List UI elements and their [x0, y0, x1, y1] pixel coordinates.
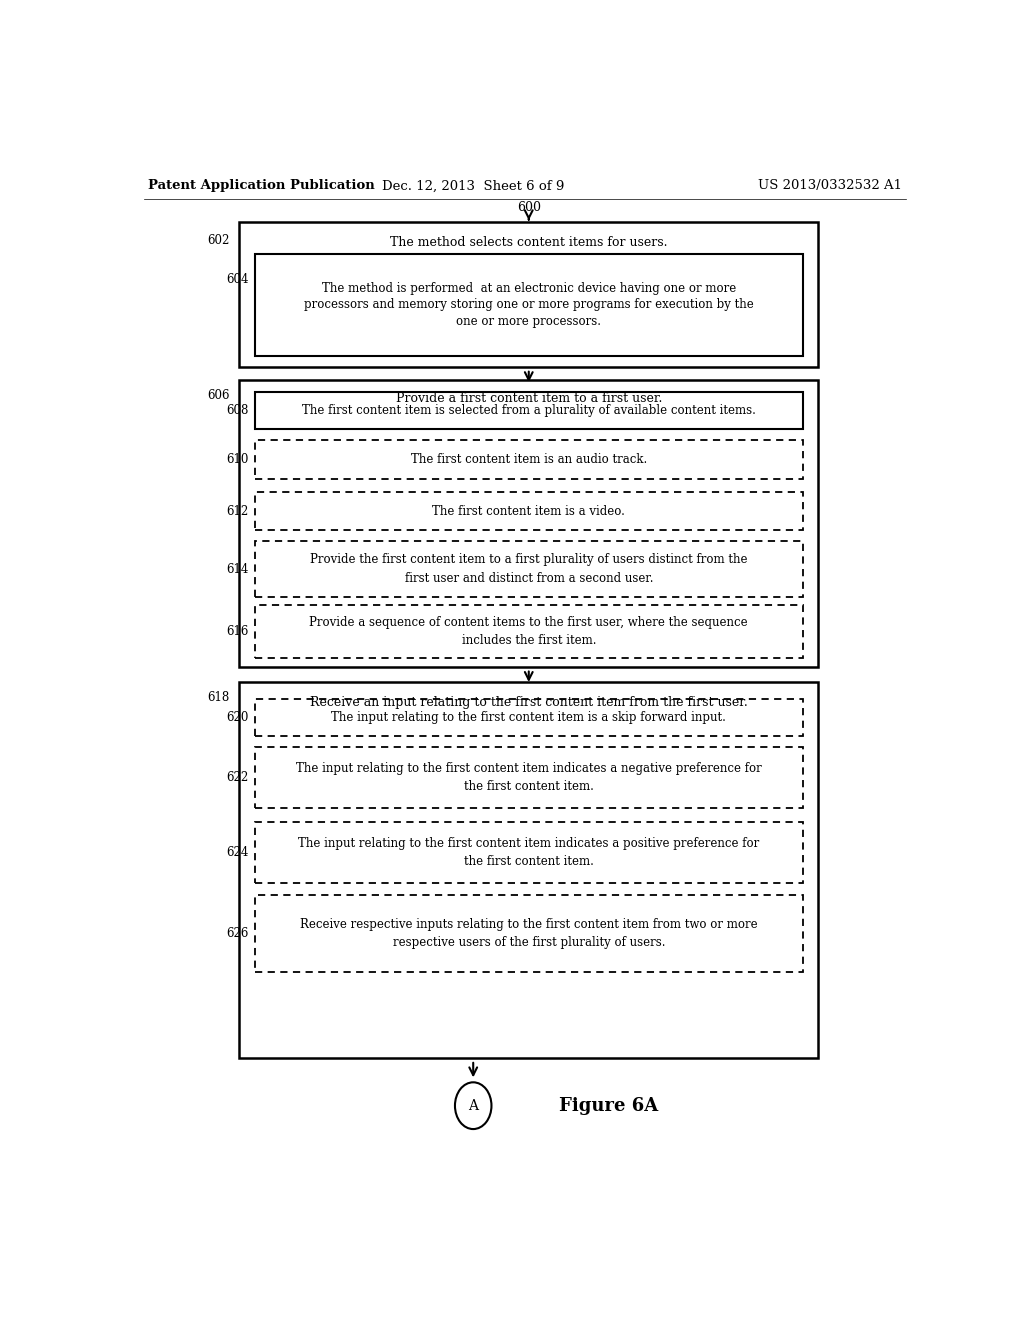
Text: Provide a first content item to a first user.: Provide a first content item to a first … — [395, 392, 662, 405]
Text: the first content item.: the first content item. — [464, 855, 594, 869]
Text: Provide a sequence of content items to the first user, where the sequence: Provide a sequence of content items to t… — [309, 616, 749, 628]
Text: 606: 606 — [207, 388, 229, 401]
Text: 602: 602 — [207, 234, 229, 247]
Text: processors and memory storing one or more programs for execution by the: processors and memory storing one or mor… — [304, 298, 754, 312]
Text: 626: 626 — [226, 927, 249, 940]
Text: Provide the first content item to a first plurality of users distinct from the: Provide the first content item to a firs… — [310, 553, 748, 566]
Text: 612: 612 — [226, 504, 249, 517]
Bar — [255, 822, 803, 883]
Text: Receive respective inputs relating to the first content item from two or more: Receive respective inputs relating to th… — [300, 917, 758, 931]
Bar — [255, 392, 803, 429]
Bar — [255, 747, 803, 808]
Text: A: A — [468, 1098, 478, 1113]
Text: first user and distinct from a second user.: first user and distinct from a second us… — [404, 572, 653, 585]
Bar — [255, 700, 803, 735]
Text: The method is performed  at an electronic device having one or more: The method is performed at an electronic… — [322, 282, 736, 294]
Bar — [255, 605, 803, 659]
Text: 622: 622 — [226, 771, 249, 784]
Text: the first content item.: the first content item. — [464, 780, 594, 793]
Bar — [240, 682, 818, 1057]
Bar — [240, 223, 818, 367]
Text: 600: 600 — [517, 202, 541, 214]
Text: The first content item is selected from a plurality of available content items.: The first content item is selected from … — [302, 404, 756, 417]
Text: 624: 624 — [226, 846, 249, 859]
Text: 616: 616 — [226, 626, 249, 638]
Text: 618: 618 — [207, 690, 229, 704]
Text: 608: 608 — [226, 404, 249, 417]
Bar — [255, 895, 803, 972]
Bar — [255, 541, 803, 598]
Text: 620: 620 — [226, 711, 249, 723]
Bar — [255, 440, 803, 479]
Text: Receive an input relating to the first content item from the first user.: Receive an input relating to the first c… — [310, 696, 748, 709]
Text: 614: 614 — [226, 562, 249, 576]
Text: Patent Application Publication: Patent Application Publication — [147, 180, 375, 193]
Text: respective users of the first plurality of users.: respective users of the first plurality … — [392, 936, 665, 949]
Text: US 2013/0332532 A1: US 2013/0332532 A1 — [758, 180, 902, 193]
Text: 604: 604 — [226, 273, 249, 286]
Circle shape — [455, 1082, 492, 1129]
Text: The first content item is an audio track.: The first content item is an audio track… — [411, 453, 647, 466]
Text: The method selects content items for users.: The method selects content items for use… — [390, 236, 668, 249]
Bar — [240, 380, 818, 667]
Text: The first content item is a video.: The first content item is a video. — [432, 504, 626, 517]
Text: Dec. 12, 2013  Sheet 6 of 9: Dec. 12, 2013 Sheet 6 of 9 — [382, 180, 564, 193]
Text: The input relating to the first content item indicates a negative preference for: The input relating to the first content … — [296, 762, 762, 775]
Text: 610: 610 — [226, 453, 249, 466]
Text: The input relating to the first content item indicates a positive preference for: The input relating to the first content … — [298, 837, 760, 850]
Text: one or more processors.: one or more processors. — [457, 314, 601, 327]
Bar — [255, 492, 803, 531]
Bar — [255, 253, 803, 355]
Text: The input relating to the first content item is a skip forward input.: The input relating to the first content … — [332, 711, 726, 723]
Text: Figure 6A: Figure 6A — [558, 1097, 657, 1114]
Text: includes the first item.: includes the first item. — [462, 634, 596, 647]
